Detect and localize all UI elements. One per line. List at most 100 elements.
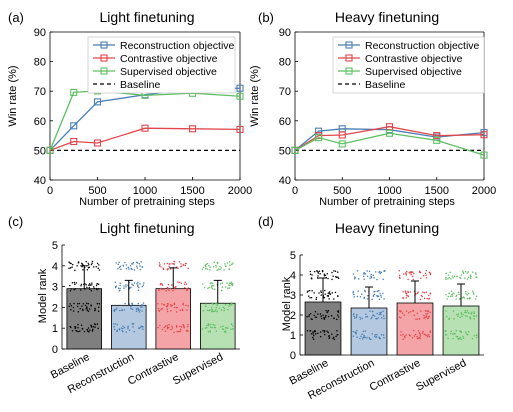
rank-dot <box>307 290 309 292</box>
rank-dot <box>327 309 330 312</box>
rank-dot <box>137 307 139 310</box>
rank-dot <box>369 277 371 280</box>
legend-marker <box>345 67 353 75</box>
legend-label: Baseline <box>365 79 405 91</box>
rank-dot <box>180 326 183 328</box>
rank-dot <box>207 324 210 327</box>
rank-dot <box>89 284 92 286</box>
rank-dot <box>364 290 366 293</box>
rank-dot <box>376 312 378 315</box>
rank-dot <box>117 263 119 266</box>
rank-dot <box>359 296 362 298</box>
y-axis-label: Win rate (%) <box>7 65 19 126</box>
rank-dot <box>232 325 234 327</box>
rank-dot <box>186 329 188 332</box>
rank-dot <box>448 317 451 320</box>
rank-dot <box>208 286 211 289</box>
legend-box <box>87 36 236 94</box>
rank-dot <box>374 271 377 273</box>
rank-dot <box>215 266 217 268</box>
rank-dot <box>406 270 408 273</box>
rank-dot <box>355 316 358 319</box>
rank-dot <box>213 288 216 291</box>
rank-dot <box>356 329 358 332</box>
rank-dot <box>473 293 475 295</box>
rank-dot <box>91 282 93 284</box>
rank-dot <box>471 337 474 340</box>
rank-dot <box>327 315 330 318</box>
rank-dot <box>407 290 409 293</box>
rank-dot <box>220 309 223 311</box>
rank-dot <box>445 315 448 318</box>
rank-dot <box>453 318 455 320</box>
rank-dot <box>186 289 188 292</box>
rank-dot <box>402 338 404 341</box>
rank-dot <box>426 336 429 338</box>
rank-dot <box>420 310 422 312</box>
rank-dot <box>461 315 463 318</box>
rank-dot <box>458 293 460 296</box>
rank-dot <box>336 318 338 321</box>
rank-dot <box>90 263 93 266</box>
rank-dot <box>310 296 313 299</box>
rank-dot <box>405 310 408 312</box>
rank-dot <box>173 302 176 304</box>
rank-dot <box>380 334 383 336</box>
rank-dot <box>460 274 463 276</box>
rank-dot <box>319 272 321 275</box>
rank-dot <box>317 277 319 279</box>
y-tick-label: 0 <box>52 344 58 356</box>
rank-dot <box>80 324 83 327</box>
rank-dot <box>419 335 421 337</box>
rank-dot <box>352 290 355 293</box>
panel-label: (b) <box>258 10 274 25</box>
rank-dot <box>159 324 161 327</box>
rank-dot <box>315 298 317 301</box>
rank-dot <box>70 288 73 290</box>
rank-dot <box>306 315 308 318</box>
rank-dot <box>211 309 214 312</box>
rank-dot <box>87 330 89 333</box>
rank-dot <box>139 283 141 285</box>
rank-dot <box>187 330 189 332</box>
rank-dot <box>419 333 422 335</box>
rank-dot <box>306 330 309 332</box>
rank-dot <box>455 329 458 332</box>
rank-dot <box>311 336 314 339</box>
y-tick-label: 4 <box>290 270 296 282</box>
rank-dot <box>415 293 417 295</box>
rank-dot <box>87 310 90 313</box>
rank-dot <box>327 277 329 280</box>
panel-c: (c) Light finetuning Model rank 012345Ba… <box>8 214 240 396</box>
rank-dot <box>139 265 141 267</box>
rank-dot <box>335 276 338 279</box>
rank-dot <box>115 308 117 311</box>
rank-dot <box>416 312 419 315</box>
rank-dot <box>465 311 467 314</box>
rank-dot <box>371 298 373 301</box>
rank-dot <box>216 304 219 306</box>
rank-dot <box>376 317 378 320</box>
rank-dot <box>168 326 170 329</box>
rank-dot <box>469 274 472 276</box>
rank-dot <box>98 303 101 305</box>
rank-dot <box>331 271 333 274</box>
rank-dot <box>452 337 454 340</box>
rank-dot <box>187 287 190 289</box>
rank-dot <box>425 316 428 318</box>
rank-dot <box>90 305 92 307</box>
rank-dot <box>184 264 187 267</box>
rank-dot <box>222 328 225 330</box>
rank-dot <box>473 311 475 313</box>
rank-dot <box>135 310 138 313</box>
rank-dot <box>320 291 323 294</box>
rank-dot <box>88 286 91 289</box>
rank-dot <box>171 325 173 327</box>
rank-dot <box>448 277 450 279</box>
rank-dot <box>413 273 415 275</box>
rank-dot <box>212 324 214 326</box>
rank-dot <box>450 278 452 280</box>
rank-dot <box>382 278 384 281</box>
x-tick-label: 1500 <box>180 185 204 197</box>
rank-dot <box>400 334 402 336</box>
